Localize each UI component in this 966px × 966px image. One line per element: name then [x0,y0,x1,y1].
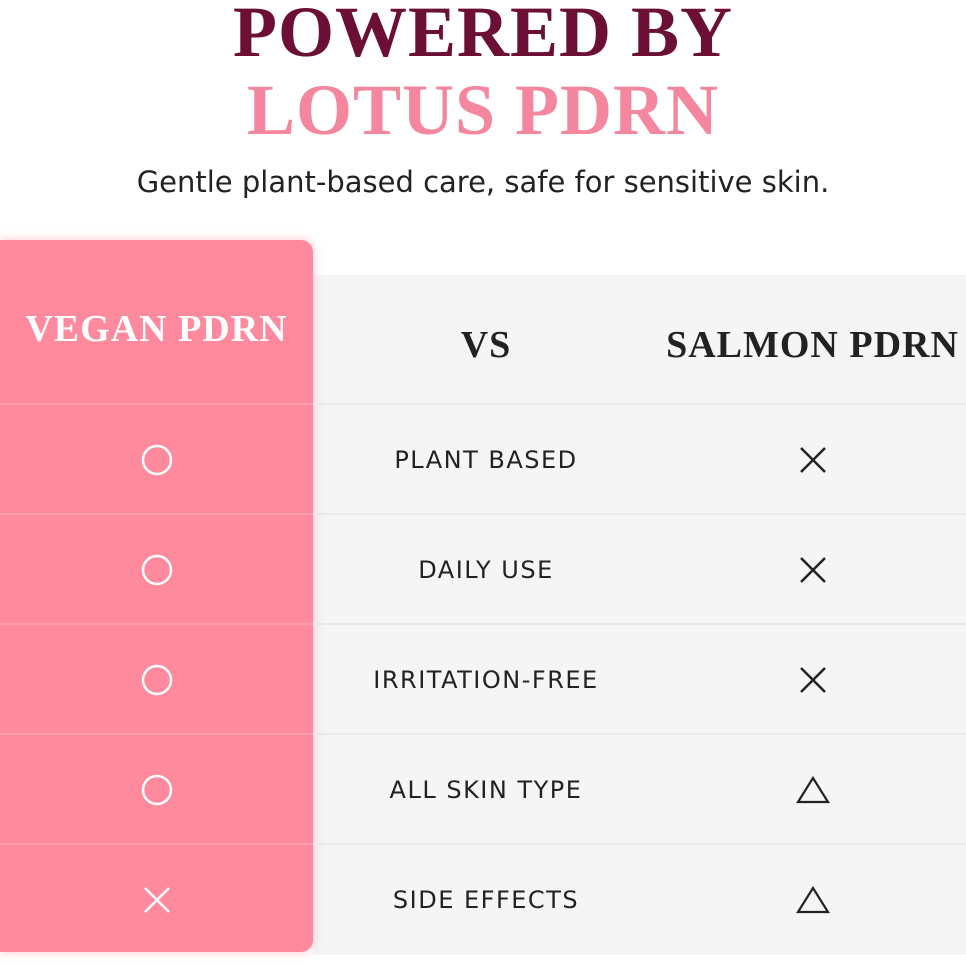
circle-icon [0,515,313,625]
header-vegan-pdrn: VEGAN PDRN [25,308,288,350]
cross-icon [659,405,966,515]
heading-line2: LOTUS PDRN [246,70,720,150]
table-row: IRRITATION-FREE [0,625,966,735]
circle-icon [0,735,313,845]
table-row: PLANT BASED [0,405,966,515]
heading-line1: POWERED BY [232,0,734,72]
vegan-column [0,240,313,952]
feature-label: DAILY USE [418,556,554,584]
feature-label: SIDE EFFECTS [392,886,580,914]
feature-label: PLANT BASED [394,446,578,474]
comparison-table-bg [313,275,966,955]
table-row: SIDE EFFECTS [0,845,966,955]
row-divider [0,623,966,625]
cross-icon [659,625,966,735]
header-salmon-pdrn: SALMON PDRN [666,324,959,366]
subtitle: Gentle plant-based care, safe for sensit… [136,165,830,199]
triangle-icon [659,735,966,845]
table-row: ALL SKIN TYPE [0,735,966,845]
circle-icon [0,625,313,735]
table-header-row: VEGAN PDRN VS SALMON PDRN [0,290,966,400]
row-divider [0,513,966,515]
row-divider [0,733,966,735]
row-divider [0,843,966,845]
row-divider [0,403,966,405]
triangle-icon [659,845,966,955]
table-row: DAILY USE [0,515,966,625]
feature-label: IRRITATION-FREE [373,666,599,694]
cross-icon [659,515,966,625]
circle-icon [0,405,313,515]
feature-label: ALL SKIN TYPE [389,776,583,804]
header-vs: VS [460,324,512,366]
cross-icon [0,845,313,955]
